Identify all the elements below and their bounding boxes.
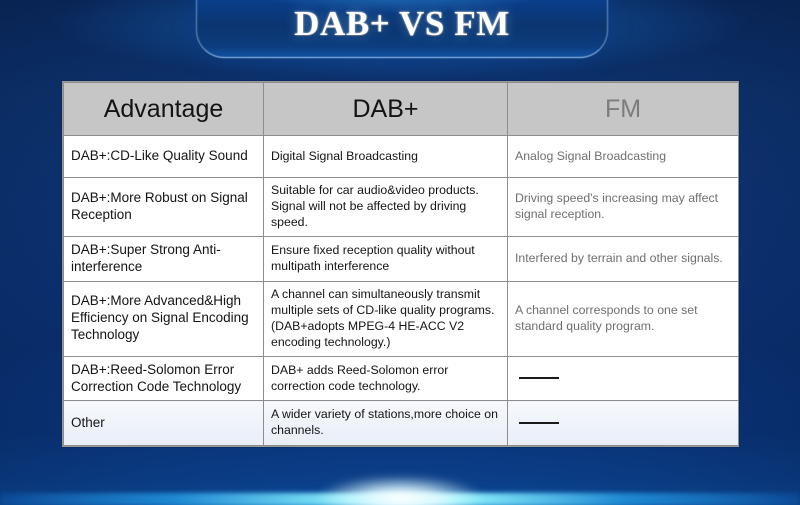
cell-advantage: Other <box>63 400 264 447</box>
cell-fm: A channel corresponds to one set standar… <box>507 280 739 357</box>
dash-mark-icon <box>519 422 559 425</box>
table-row: Other A wider variety of stations,more c… <box>63 400 739 447</box>
cell-dab: A wider variety of stations,more choice … <box>263 400 508 447</box>
header-advantage: Advantage <box>63 82 264 136</box>
table-row: DAB+:Super Strong Anti-interference Ensu… <box>63 235 739 282</box>
cell-advantage: DAB+:Super Strong Anti-interference <box>63 235 264 282</box>
cell-advantage: DAB+:CD-Like Quality Sound <box>63 135 264 178</box>
header-fm: FM <box>507 82 739 136</box>
slide-title: DAB+ VS FM <box>294 4 510 43</box>
cell-fm <box>507 355 739 402</box>
cell-fm: Driving speed's increasing may affect si… <box>507 177 739 237</box>
cell-dab: Digital Signal Broadcasting <box>263 135 508 178</box>
table-row: DAB+:More Advanced&High Efficiency on Si… <box>63 280 739 357</box>
cell-dab: A channel can simultaneously transmit mu… <box>263 280 508 357</box>
cell-fm <box>507 400 739 447</box>
table-row: DAB+:Reed-Solomon Error Correction Code … <box>63 355 739 402</box>
table-row: DAB+:More Robust on Signal Reception Sui… <box>63 177 739 237</box>
cell-fm: Analog Signal Broadcasting <box>507 135 739 178</box>
table-row: DAB+:CD-Like Quality Sound Digital Signa… <box>63 135 739 178</box>
cell-fm: Interfered by terrain and other signals. <box>507 235 739 282</box>
cell-advantage: DAB+:More Advanced&High Efficiency on Si… <box>63 280 264 357</box>
cell-dab: Ensure fixed reception quality without m… <box>263 235 508 282</box>
comparison-table-container: Advantage DAB+ FM DAB+:CD-Like Quality S… <box>62 81 739 448</box>
cell-advantage: DAB+:More Robust on Signal Reception <box>63 177 264 237</box>
cell-dab: DAB+ adds Reed-Solomon error correction … <box>263 355 508 402</box>
cell-advantage: DAB+:Reed-Solomon Error Correction Code … <box>63 355 264 402</box>
title-banner: DAB+ VS FM <box>196 0 608 58</box>
table-header-row: Advantage DAB+ FM <box>63 82 739 136</box>
cell-dab: Suitable for car audio&video products. S… <box>263 177 508 237</box>
dash-mark-icon <box>519 377 559 380</box>
comparison-table: Advantage DAB+ FM DAB+:CD-Like Quality S… <box>63 82 739 447</box>
header-dab: DAB+ <box>263 82 508 136</box>
